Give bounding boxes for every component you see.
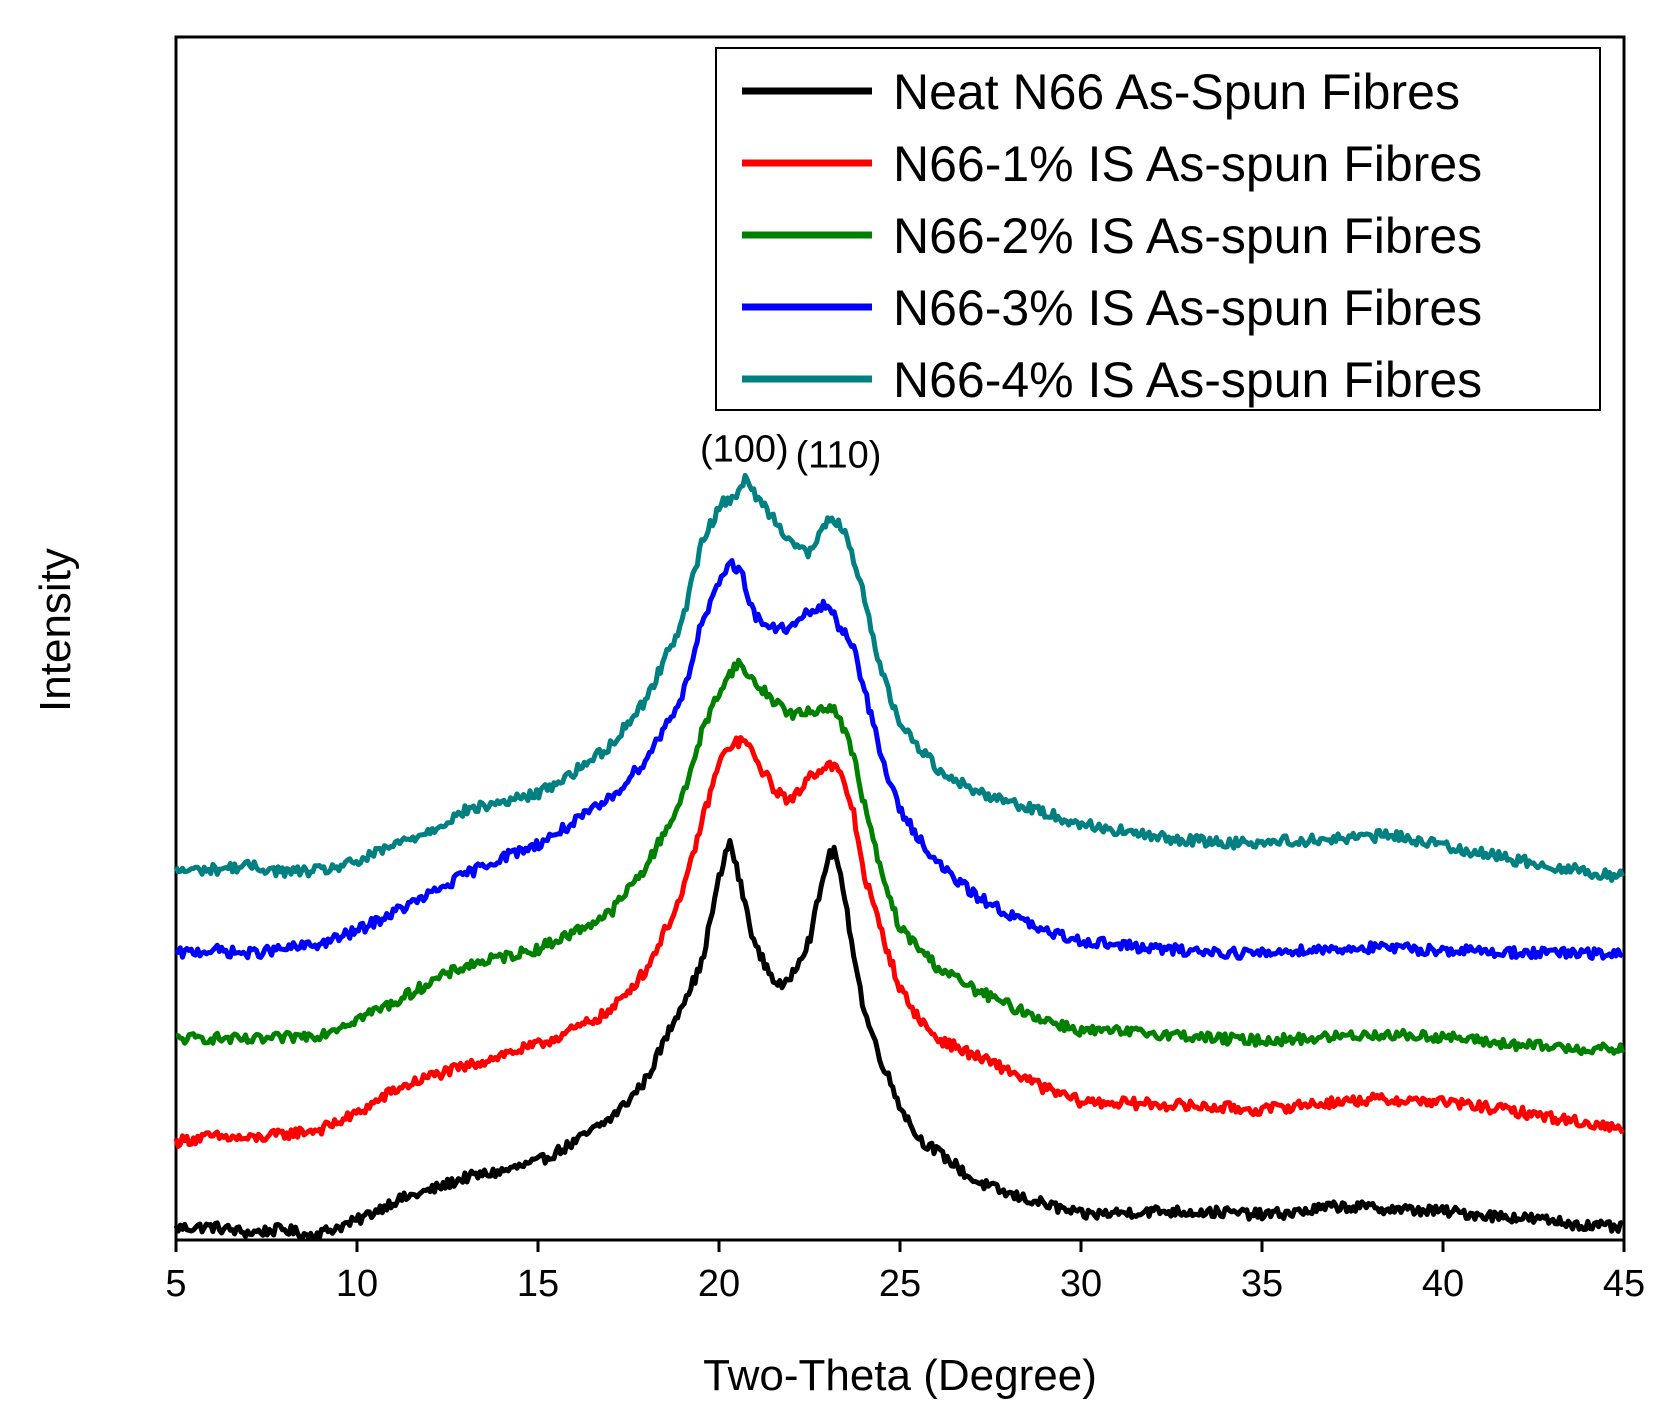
series-line-0 bbox=[173, 837, 1624, 1242]
legend-box bbox=[715, 47, 1601, 411]
legend-label-1: N66-1% IS As-spun Fibres bbox=[893, 136, 1482, 192]
x-tick-label-10: 10 bbox=[336, 1263, 378, 1305]
x-tick-label-35: 35 bbox=[1241, 1263, 1283, 1305]
legend-label-0: Neat N66 As-Spun Fibres bbox=[893, 64, 1460, 120]
x-axis-ticks bbox=[174, 1240, 1626, 1252]
y-axis-title: Intensity bbox=[31, 548, 80, 712]
x-tick-label-5: 5 bbox=[165, 1263, 186, 1305]
peak-annotation-100: (100) bbox=[700, 429, 789, 471]
series-line-4 bbox=[173, 472, 1625, 883]
legend-label-4: N66-4% IS As-spun Fibres bbox=[893, 352, 1482, 408]
x-axis-tick-labels: 5 10 15 20 25 30 35 40 45 bbox=[165, 1263, 1645, 1305]
x-tick-label-20: 20 bbox=[698, 1263, 740, 1305]
peak-annotation-110: (110) bbox=[796, 435, 882, 477]
x-tick-label-45: 45 bbox=[1603, 1263, 1645, 1305]
series-lines bbox=[173, 472, 1626, 1242]
legend: Neat N66 As-Spun Fibres N66-1% IS As-spun… bbox=[715, 47, 1601, 411]
x-axis-title: Two-Theta (Degree) bbox=[703, 1351, 1097, 1400]
legend-label-3: N66-3% IS As-spun Fibres bbox=[893, 280, 1482, 336]
series-line-3 bbox=[174, 558, 1624, 961]
series-line-1 bbox=[173, 735, 1625, 1149]
x-tick-label-25: 25 bbox=[879, 1263, 921, 1305]
x-tick-label-40: 40 bbox=[1422, 1263, 1464, 1305]
x-tick-label-15: 15 bbox=[517, 1263, 559, 1305]
legend-label-2: N66-2% IS As-spun Fibres bbox=[893, 208, 1482, 264]
series-line-2 bbox=[175, 657, 1626, 1057]
x-tick-label-30: 30 bbox=[1060, 1263, 1102, 1305]
